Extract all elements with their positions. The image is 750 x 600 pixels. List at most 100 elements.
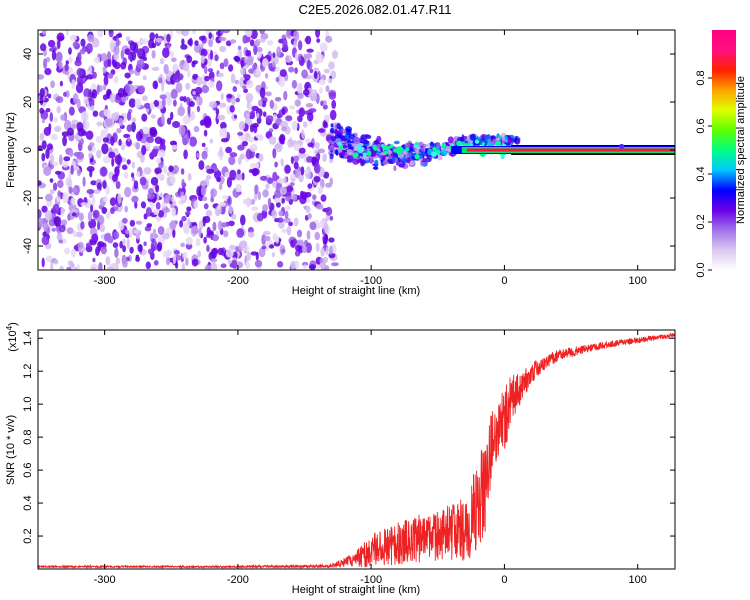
spectrogram-xtick-label: -100 [360,275,382,287]
noise-blob [192,90,196,95]
noise-blob [181,178,185,187]
noise-blob [42,30,47,36]
noise-blob [89,142,95,147]
noise-blob [234,56,241,63]
noise-blob [85,130,94,140]
noise-blob [208,32,212,39]
noise-blob [161,80,165,92]
noise-blob [101,143,109,155]
noise-blob [134,98,142,109]
noise-blob [203,215,211,224]
noise-blob [231,97,236,106]
noise-blob [71,212,77,217]
noise-blob [181,30,189,37]
noise-blob [285,115,293,122]
signal-blob [362,140,370,145]
noise-blob [267,40,274,46]
signal-peak [352,152,359,159]
noise-blob [231,259,238,269]
noise-blob [175,30,183,35]
signal-blob [387,154,392,160]
noise-blob [55,96,64,104]
noise-blob [61,219,68,226]
noise-blob [97,221,101,231]
noise-blob [272,171,278,182]
noise-blob [150,176,159,186]
noise-blob [131,121,136,133]
noise-blob [196,152,200,158]
signal-blob [373,140,378,145]
noise-blob [267,197,272,207]
noise-blob [220,127,227,138]
noise-blob [129,41,137,52]
noise-blob [208,39,214,48]
noise-blob [185,211,191,216]
noise-blob [39,133,45,141]
signal-blob [329,127,335,134]
signal-peak [356,143,361,148]
noise-blob [191,60,196,68]
colorbar-tick-label: 0.4 [695,166,707,181]
noise-blob [293,155,300,162]
noise-blob [305,35,312,45]
noise-blob [245,261,250,269]
noise-blob [192,95,197,100]
noise-blob [191,225,199,235]
noise-blob [307,183,313,189]
noise-blob [45,148,50,160]
noise-blob [215,230,219,236]
snr-xtick-label: -300 [94,574,116,586]
noise-blob [65,30,70,37]
noise-blob [60,114,66,121]
noise-blob [329,109,337,121]
snr-xtick-label: -200 [227,574,249,586]
noise-blob [78,212,84,221]
noise-blob [320,247,325,257]
noise-blob [163,63,169,75]
chart-title: C2E5.2026.082.01.47.R11 [299,2,452,17]
snr-ytick-label: 0.6 [22,462,34,477]
noise-blob [161,113,165,125]
noise-blob [139,176,147,186]
noise-blob [281,108,286,116]
noise-blob [301,129,305,140]
spectrogram-marks [38,30,675,270]
snr-marks [38,332,675,569]
signal-blob [347,151,354,156]
noise-blob [204,65,208,75]
noise-blob [80,221,85,230]
noise-blob [292,193,298,201]
noise-blob [96,121,103,127]
noise-blob [121,145,125,151]
noise-blob [217,204,222,210]
noise-blob [186,55,193,64]
noise-blob [272,114,277,122]
noise-blob [102,137,109,143]
noise-blob [265,183,270,190]
noise-blob [294,67,298,74]
snr-ytick-label: 0.4 [22,495,34,510]
noise-blob [198,220,204,231]
noise-blob [210,188,218,198]
snr-ticks: -300 -200 -100 0 100 0.2 0.4 0.6 0.8 1.0 1.2 1.4 [22,330,675,586]
noise-blob [124,83,131,94]
snr-xtick-label: 100 [629,574,647,586]
noise-blob [203,236,207,244]
signal-blob [338,152,346,156]
noise-blob [259,175,268,181]
noise-blob [166,33,171,43]
noise-blob [223,58,229,67]
signal-blob [330,136,337,142]
noise-blob [56,233,63,241]
noise-blob [283,176,287,184]
noise-blob [298,245,304,254]
noise-blob [104,118,113,127]
noise-blob [283,217,291,223]
noise-blob [178,125,186,136]
signal-peak [396,146,402,152]
noise-blob [277,261,284,268]
noise-blob [199,119,205,126]
noise-blob [41,140,47,150]
noise-blob [72,93,79,104]
